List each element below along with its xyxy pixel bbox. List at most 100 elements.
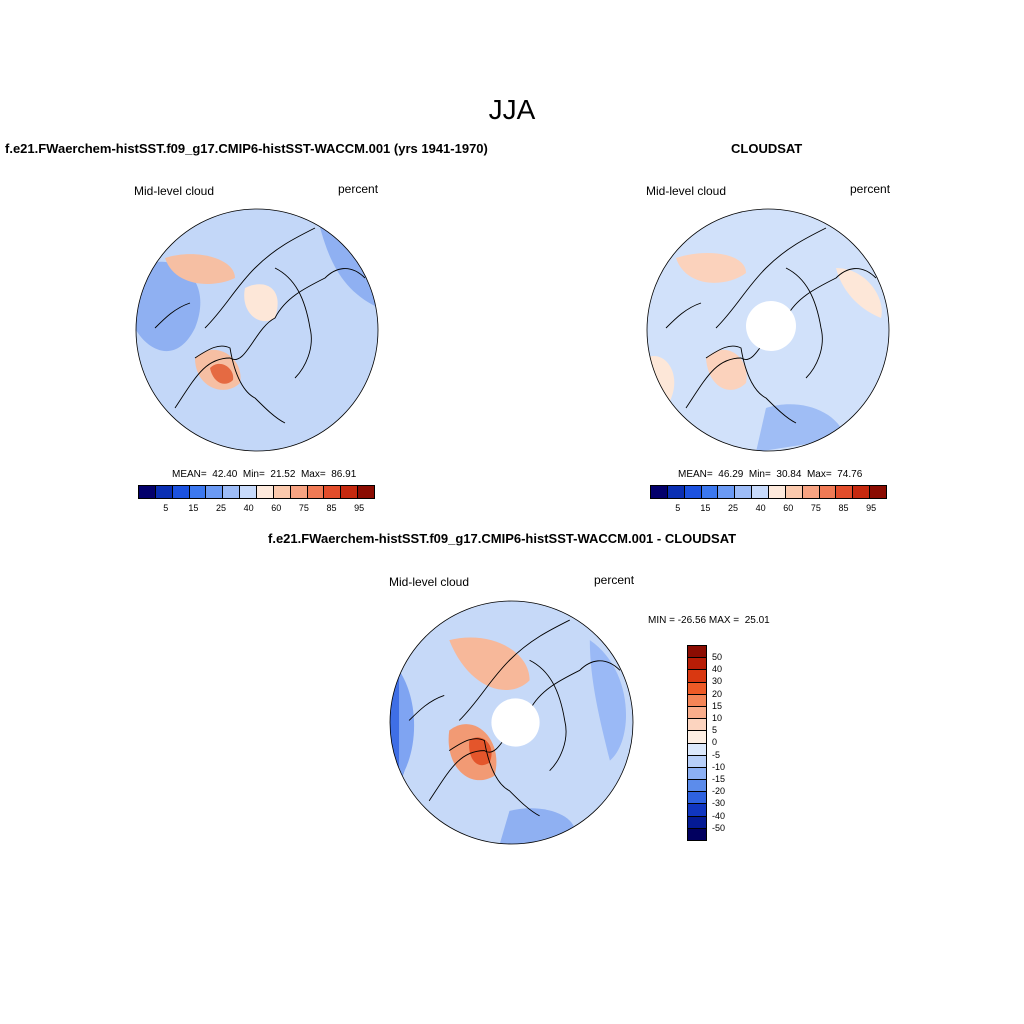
colorbar-tick-label: 60: [783, 503, 794, 513]
coastline: [408, 694, 445, 721]
coastline: [154, 302, 191, 329]
colorbar-swatch: [688, 646, 706, 659]
coastline: [705, 345, 797, 424]
colorbar-tick-label: 5: [675, 503, 681, 513]
colorbar-swatch: [735, 486, 753, 498]
colorbar-swatch: [785, 486, 803, 498]
right-units-label: percent: [850, 182, 891, 196]
colorbar-tick-label: 95: [866, 503, 877, 513]
colorbar-swatch: [688, 682, 706, 695]
diff-stats: MIN = -26.56 MAX = 25.01: [648, 615, 770, 626]
colorbar-tick-label: -20: [712, 786, 726, 797]
left-stats: MEAN= 42.40 Min= 21.52 Max= 86.91: [172, 469, 357, 480]
left-polar-map: [135, 208, 379, 452]
colorbar-swatch: [853, 486, 871, 498]
colorbar-swatch: [240, 486, 258, 498]
coastline: [785, 267, 823, 379]
cloud-region: [244, 284, 278, 322]
colorbar-swatch: [651, 486, 668, 498]
left-variable-label: Mid-level cloud: [134, 184, 215, 198]
right-stats: MEAN= 46.29 Min= 30.84 Max= 74.76: [678, 469, 863, 480]
colorbar-tick-label: 5: [712, 725, 718, 736]
colorbar-swatch: [769, 486, 786, 498]
colorbar-swatch: [155, 486, 173, 498]
colorbar-swatch: [836, 486, 854, 498]
colorbar-swatch: [802, 486, 820, 498]
colorbar-tick-label: -50: [712, 822, 726, 833]
coastline: [529, 659, 567, 772]
colorbar-tick-label: 15: [712, 700, 723, 711]
colorbar-swatch: [172, 486, 190, 498]
colorbar-tick-label: 15: [188, 503, 199, 513]
cloud-region: [836, 268, 882, 318]
colorbar-swatch: [752, 486, 770, 498]
cloud-region: [136, 261, 201, 351]
colorbar-tick-label: 30: [712, 676, 723, 687]
diff-panel-title: f.e21.FWaerchem-histSST.f09_g17.CMIP6-hi…: [268, 531, 737, 546]
cloud-region: [210, 363, 234, 384]
colorbar-tick-label: 85: [326, 503, 337, 513]
colorbar-swatch: [257, 486, 274, 498]
colorbar-swatch: [718, 486, 736, 498]
cloud-region: [165, 254, 235, 284]
colorbar-swatch: [688, 816, 706, 829]
missing-data-region: [491, 698, 540, 747]
coastline: [274, 267, 312, 379]
colorbar-swatch: [688, 792, 706, 805]
colorbar-tick-label: 50: [712, 652, 723, 662]
right-variable-label: Mid-level cloud: [646, 184, 727, 198]
diff-colorbar: [687, 645, 707, 841]
colorbar-tick-label: 20: [712, 688, 723, 699]
left-panel-title: f.e21.FWaerchem-histSST.f09_g17.CMIP6-hi…: [5, 141, 488, 156]
colorbar-swatch: [688, 706, 706, 720]
colorbar-swatch: [189, 486, 207, 498]
colorbar-tick-label: -5: [712, 749, 721, 760]
colorbar-tick-label: 40: [755, 503, 766, 513]
colorbar-tick-label: 40: [712, 664, 723, 675]
colorbar-swatch: [341, 486, 359, 498]
colorbar-swatch: [688, 804, 706, 817]
cloud-region: [589, 640, 627, 761]
colorbar-swatch: [688, 767, 706, 781]
diff-polar-map: [389, 600, 634, 845]
colorbar-swatch: [290, 486, 308, 498]
colorbar-swatch: [688, 670, 706, 683]
left-colorbar: [138, 485, 375, 499]
colorbar-tick-label: 85: [838, 503, 849, 513]
colorbar-tick-label: 15: [700, 503, 711, 513]
colorbar-swatch: [688, 658, 706, 671]
coastline: [204, 227, 316, 329]
colorbar-swatch: [684, 486, 702, 498]
colorbar-tick-label: 40: [243, 503, 254, 513]
colorbar-tick-label: -30: [712, 798, 726, 809]
missing-data-region: [746, 301, 796, 351]
cloud-region: [706, 349, 747, 390]
coastline: [665, 302, 702, 329]
right-colorbar: [650, 485, 887, 499]
colorbar-swatch: [139, 486, 156, 498]
colorbar-swatch: [688, 731, 706, 744]
coastline: [448, 738, 540, 817]
colorbar-tick-label: -15: [712, 774, 726, 784]
right-polar-map: [646, 208, 890, 452]
colorbar-tick-label: 75: [810, 503, 821, 513]
map-border: [389, 600, 634, 845]
colorbar-swatch: [273, 486, 291, 498]
colorbar-swatch: [688, 780, 706, 793]
colorbar-tick-label: 25: [728, 503, 739, 513]
diff-units-label: percent: [594, 573, 635, 587]
figure-title: JJA: [488, 94, 536, 125]
colorbar-tick-label: 60: [271, 503, 282, 513]
map-border: [135, 208, 379, 452]
colorbar-swatch: [701, 486, 719, 498]
colorbar-tick-label: -10: [712, 761, 726, 772]
colorbar-tick-label: 75: [298, 503, 309, 513]
left-units-label: percent: [338, 182, 379, 196]
colorbar-tick-label: 0: [712, 737, 718, 748]
colorbar-swatch: [206, 486, 224, 498]
colorbar-tick-label: 95: [354, 503, 365, 513]
cloud-region: [449, 637, 530, 691]
coastline: [194, 345, 286, 424]
colorbar-swatch: [324, 486, 342, 498]
colorbar-swatch: [688, 719, 706, 732]
